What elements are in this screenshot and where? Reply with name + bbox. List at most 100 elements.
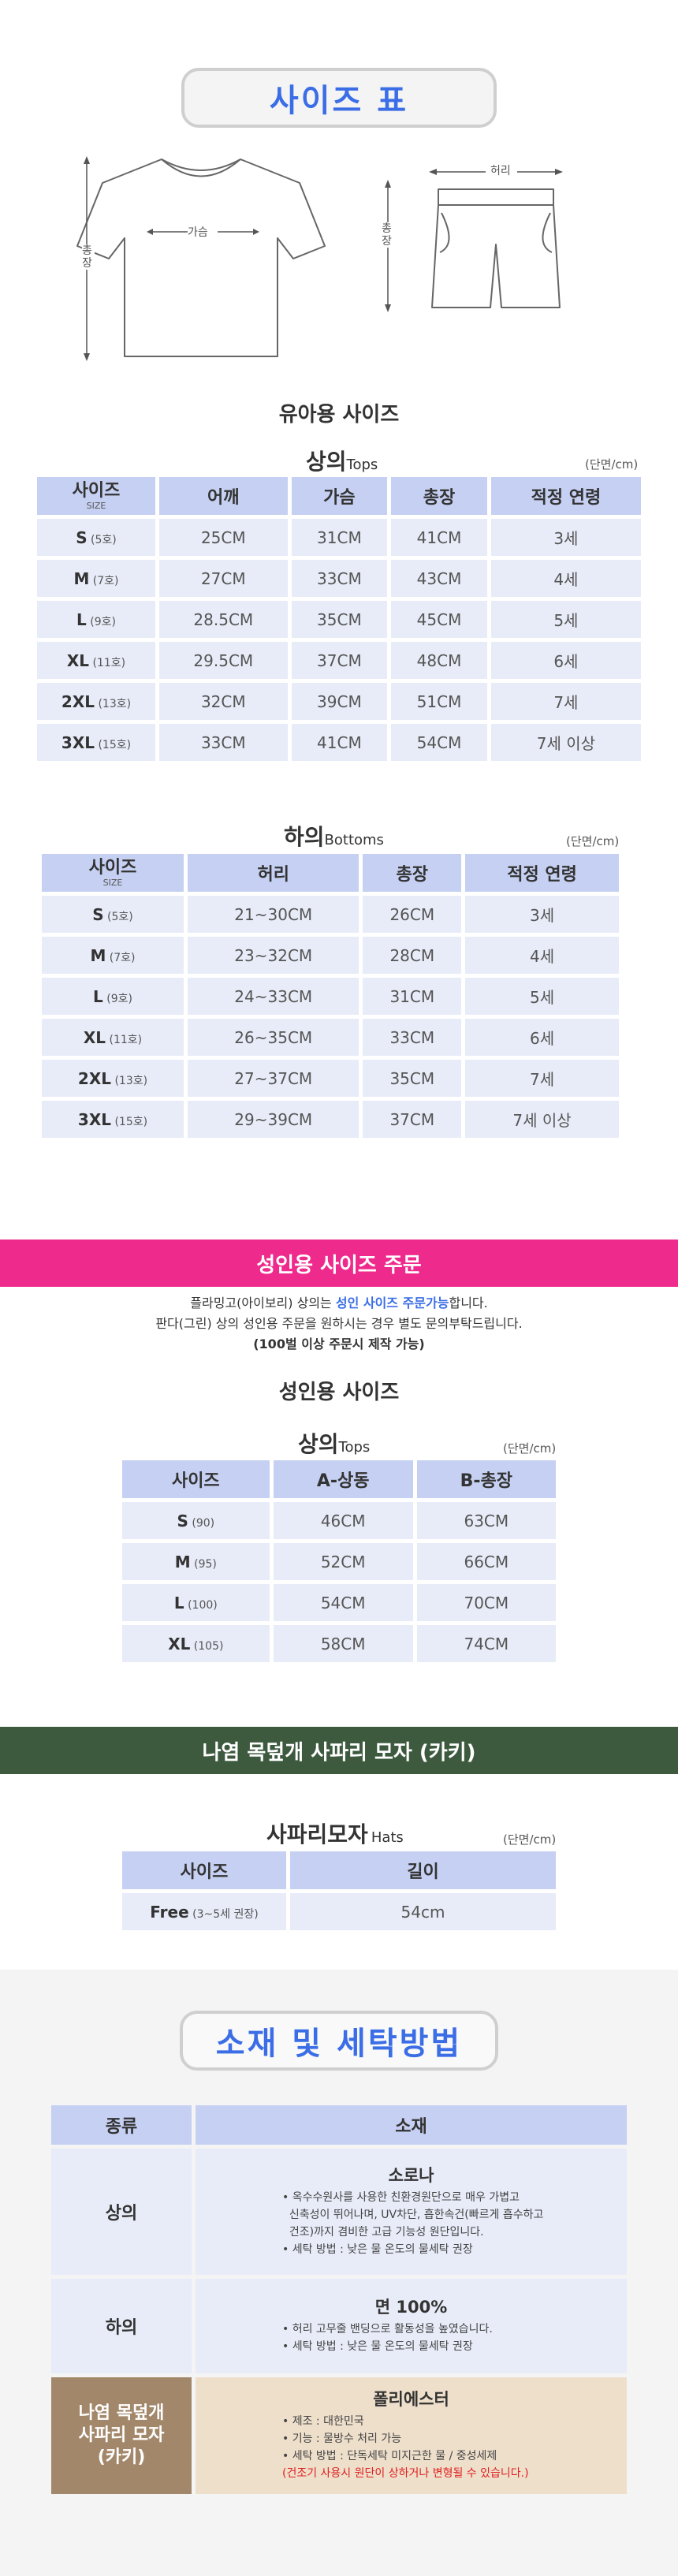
material-row-bottom: 하의 면 100% • 허리 고무줄 밴딩으로 활동성을 높였습니다. • 세탁… [51,2279,627,2373]
shorts-waist-label: 허리 [490,165,511,177]
kids-bottoms-value-cell: 27~37CM [188,1060,359,1097]
adult-tops-header-b: B-총장 [416,1460,556,1498]
kids-tops-value-cell: 43CM [391,560,487,597]
adult-tops-value-cell: 66CM [416,1543,556,1580]
kids-tops-value-cell: 48CM [391,642,487,679]
material-desc-bottom: 면 100% • 허리 고무줄 밴딩으로 활동성을 높였습니다. • 세탁 방법… [196,2279,627,2373]
kids-tops-value-cell: 7세 [490,683,641,720]
material-title: 소재 및 세탁방법 [180,2011,498,2071]
kids-tops-value-cell: 39CM [291,683,388,720]
kids-tops-row: 2XL (13호) 32CM 39CM 51CM 7세 [37,683,641,720]
kids-tops-table: 사이즈 SIZE 어깨 가슴 총장 적정 연령 S (5호) 25CM 31CM 41C… [33,473,645,765]
kids-tops-value-cell: 45CM [391,601,487,638]
adult-tops-size-cell: M (95) [122,1543,270,1580]
kids-tops-row: 3XL (15호) 33CM 41CM 54CM 7세 이상 [37,724,641,761]
adult-tops-header-a: A-상동 [273,1460,413,1498]
kids-tops-value-cell: 28.5CM [159,601,288,638]
tshirt-chest-label: 가슴 [188,226,208,239]
kids-bottoms-value-cell: 35CM [363,1060,462,1097]
hat-header-size: 사이즈 [122,1851,286,1889]
hat-unit: (단면/cm) [503,1832,557,1847]
adult-order-notice: 플라밍고(아이보리) 상의는 성인 사이즈 주문가능합니다. 판다(그린) 상의… [0,1293,678,1355]
kids-bottoms-row: M (7호) 23~32CM 28CM 4세 [42,937,619,974]
kids-tops-value-cell: 41CM [391,519,487,556]
material-row-hat: 나염 목덮개 사파리 모자 (카키) 폴리에스터 • 제조 : 대한민국 • 기… [51,2377,627,2494]
kids-tops-value-cell: 51CM [391,683,487,720]
kids-tops-header-length: 총장 [391,477,487,515]
material-header-material: 소재 [196,2105,627,2145]
kids-tops-header-age: 적정 연령 [490,477,641,515]
kids-bottoms-value-cell: 21~30CM [188,896,359,933]
kids-tops-value-cell: 25CM [159,519,288,556]
kids-bottoms-header-age: 적정 연령 [465,854,619,892]
kids-tops-row: M (7호) 27CM 33CM 43CM 4세 [37,560,641,597]
adult-tops-value-cell: 70CM [416,1584,556,1621]
kids-tops-size-cell: L (9호) [37,601,155,638]
kids-bottoms-row: L (9호) 24~33CM 31CM 5세 [42,978,619,1015]
adult-tops-row: M (95) 52CM 66CM [122,1543,556,1580]
kids-bottoms-table: 사이즈 SIZE 허리 총장 적정 연령 S (5호) 21~30CM 26CM 3세 M… [38,850,623,1142]
kids-bottoms-value-cell: 7세 [465,1060,619,1097]
material-name-bottom: 면 100% [374,2298,448,2317]
adult-order-line1: 플라밍고(아이보리) 상의는 성인 사이즈 주문가능합니다. [190,1295,488,1310]
adult-tops-value-cell: 46CM [273,1502,413,1539]
material-header-kind: 종류 [51,2105,192,2145]
kids-bottoms-value-cell: 5세 [465,978,619,1015]
kids-size-heading: 유아용 사이즈 [278,403,400,427]
kids-bottoms-value-cell: 4세 [465,937,619,974]
material-line: • 세탁 방법 : 단독세탁 미지근한 물 / 중성세제 [282,2450,497,2462]
adult-tops-size-cell: XL (105) [122,1625,270,1662]
adult-order-line3: (100벌 이상 주문시 제작 가능) [253,1336,425,1351]
kids-bottoms-row: XL (11호) 26~35CM 33CM 6세 [42,1019,619,1056]
kids-bottoms-header-length: 총장 [363,854,462,892]
kids-bottoms-size-cell: M (7호) [42,937,184,974]
material-name-hat: 폴리에스터 [373,2390,449,2409]
kids-bottoms-value-cell: 7세 이상 [465,1101,619,1138]
material-kind-hat: 나염 목덮개 사파리 모자 (카키) [51,2377,192,2494]
adult-tops-table: 사이즈 A-상동 B-총장 S (90) 46CM 63CM M (95) 52CM 66… [118,1456,560,1666]
material-kind-top: 상의 [51,2149,192,2275]
kids-bottoms-value-cell: 3세 [465,896,619,933]
adult-tops-caption: 상의Tops [298,1431,371,1457]
kids-tops-size-cell: M (7호) [37,560,155,597]
kids-bottoms-size-cell: L (9호) [42,978,184,1015]
kids-tops-size-cell: S (5호) [37,519,155,556]
material-line: • 기능 : 물방수 처리 가능 [282,2432,402,2445]
kids-tops-value-cell: 37CM [291,642,388,679]
material-line: 건조)까지 겸비한 고급 기능성 원단입니다. [282,2226,484,2239]
kids-tops-size-cell: 2XL (13호) [37,683,155,720]
kids-bottoms-value-cell: 26~35CM [188,1019,359,1056]
kids-bottoms-size-cell: 2XL (13호) [42,1060,184,1097]
adult-tops-row: XL (105) 58CM 74CM [122,1625,556,1662]
adult-tops-value-cell: 63CM [416,1502,556,1539]
kids-tops-row: S (5호) 25CM 31CM 41CM 3세 [37,519,641,556]
hat-table: 사이즈 길이 Free (3~5세 권장) 54cm [118,1847,560,1934]
kids-tops-header-shoulder: 어깨 [159,477,288,515]
kids-tops-row: XL (11호) 29.5CM 37CM 48CM 6세 [37,642,641,679]
kids-tops-unit: (단면/cm) [585,457,639,472]
hat-size-cell: Free (3~5세 권장) [122,1893,286,1930]
kids-tops-value-cell: 29.5CM [159,642,288,679]
kids-bottoms-value-cell: 23~32CM [188,937,359,974]
material-line: • 세탁 방법 : 낮은 물 온도의 물세탁 권장 [282,2243,473,2256]
adult-tops-value-cell: 54CM [273,1584,413,1621]
adult-order-banner: 성인용 사이즈 주문 [0,1240,678,1287]
kids-tops-value-cell: 7세 이상 [490,724,641,761]
hat-row: Free (3~5세 권장) 54cm [122,1893,556,1930]
kids-bottoms-value-cell: 29~39CM [188,1101,359,1138]
material-desc-hat: 폴리에스터 • 제조 : 대한민국 • 기능 : 물방수 처리 가능 • 세탁 … [196,2377,627,2494]
kids-tops-value-cell: 35CM [291,601,388,638]
material-line: • 세탁 방법 : 낮은 물 온도의 물세탁 권장 [282,2340,473,2353]
kids-bottoms-caption: 하의Bottoms [284,824,384,850]
kids-bottoms-row: 3XL (15호) 29~39CM 37CM 7세 이상 [42,1101,619,1138]
material-desc-top: 소로나 • 옥수수원사를 사용한 친환경원단으로 매우 가볍고 신축성이 뛰어나… [196,2149,627,2275]
kids-bottoms-value-cell: 26CM [363,896,462,933]
size-chart-title: 사이즈 표 [181,68,497,128]
tshirt-length-label: 총장 [82,244,95,270]
kids-tops-value-cell: 32CM [159,683,288,720]
material-name-top: 소로나 [388,2166,434,2185]
kids-tops-value-cell: 33CM [159,724,288,761]
kids-bottoms-value-cell: 31CM [363,978,462,1015]
kids-tops-header-size: 사이즈 SIZE [37,477,155,515]
hat-header-length: 길이 [290,1851,556,1889]
